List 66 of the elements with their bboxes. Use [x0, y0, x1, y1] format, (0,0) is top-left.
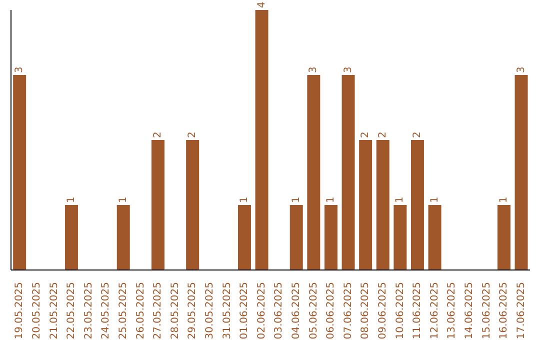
bar: [290, 205, 303, 270]
x-tick-label: 23.05.2025: [83, 282, 94, 340]
x-tick-label: 27.05.2025: [152, 282, 164, 340]
x-tick-label: 04.06.2025: [290, 282, 302, 340]
x-tick-label: 19.05.2025: [14, 282, 26, 340]
data-label: 3: [14, 66, 26, 73]
bar: [410, 140, 424, 270]
data-label: 2: [377, 132, 388, 138]
bar: [307, 75, 320, 270]
bar: [255, 10, 268, 270]
data-label: 2: [360, 132, 372, 138]
x-tick-label: 02.06.2025: [256, 282, 268, 340]
bar: [151, 140, 164, 270]
x-tick-label: 26.05.2025: [135, 282, 146, 340]
bar: [116, 205, 130, 270]
x-tick-label: 30.05.2025: [204, 282, 216, 340]
x-tick-label: 15.06.2025: [481, 282, 492, 340]
x-tick-label: 14.06.2025: [464, 282, 475, 340]
x-tick-label: 20.05.2025: [31, 282, 42, 340]
data-label: 1: [118, 196, 129, 203]
x-tick-label: 31.05.2025: [222, 282, 233, 340]
data-label: 1: [498, 196, 510, 203]
bar: [394, 205, 407, 270]
data-label: 1: [325, 196, 336, 203]
x-tick-label: 24.05.2025: [100, 282, 112, 340]
bar: [359, 140, 372, 270]
x-tick-label: 28.05.2025: [170, 282, 181, 340]
x-tick-label: 21.05.2025: [48, 282, 60, 340]
bar: [342, 75, 355, 270]
x-tick-label: 05.06.2025: [308, 282, 320, 340]
x-tick-label: 12.06.2025: [429, 282, 440, 340]
data-label: 4: [256, 2, 268, 8]
bar: [514, 75, 528, 270]
data-label: 3: [342, 66, 354, 73]
data-label: 1: [394, 196, 406, 203]
x-tick-label: 06.06.2025: [326, 282, 337, 340]
x-tick-label: 09.06.2025: [377, 282, 388, 340]
x-tick-label: 22.05.2025: [66, 282, 78, 340]
data-label: 1: [429, 196, 440, 203]
data-label: 3: [516, 66, 527, 73]
data-label: 1: [238, 196, 250, 203]
x-tick-label: 29.05.2025: [187, 282, 198, 340]
bar: [238, 205, 251, 270]
x-tick-label: 17.06.2025: [516, 282, 527, 340]
bar: [497, 205, 510, 270]
data-label: 1: [66, 196, 77, 203]
data-label: 2: [187, 132, 198, 138]
data-label: 2: [152, 132, 164, 138]
data-label: 2: [412, 132, 423, 138]
x-tick-label: 08.06.2025: [360, 282, 372, 340]
x-tick-label: 11.06.2025: [412, 282, 424, 340]
bar: [13, 75, 26, 270]
x-tick-label: 10.06.2025: [394, 282, 406, 340]
bar: [324, 205, 338, 270]
bar: [428, 205, 442, 270]
x-tick-label: 13.06.2025: [446, 282, 458, 340]
x-tick-label: 16.06.2025: [498, 282, 510, 340]
x-tick-label: 07.06.2025: [342, 282, 354, 340]
x-tick-label: 01.06.2025: [239, 282, 250, 340]
x-tick-label: 03.06.2025: [274, 282, 285, 340]
data-label: 1: [290, 196, 302, 203]
bar: [186, 140, 200, 270]
data-label: 3: [308, 66, 320, 73]
x-tick-label: 25.05.2025: [118, 282, 129, 340]
bar: [64, 205, 78, 270]
bar: [376, 140, 390, 270]
